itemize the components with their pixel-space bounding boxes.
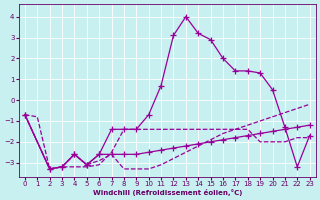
X-axis label: Windchill (Refroidissement éolien,°C): Windchill (Refroidissement éolien,°C) bbox=[92, 189, 242, 196]
